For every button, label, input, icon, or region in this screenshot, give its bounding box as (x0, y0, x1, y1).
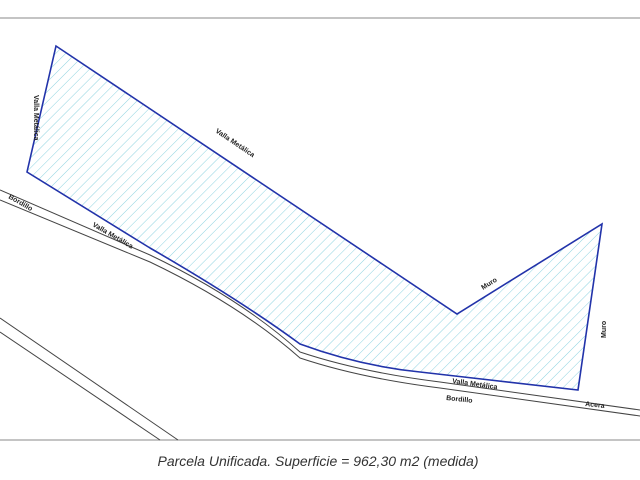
curb-label: Bordillo (446, 395, 473, 405)
fence-label: Valla Metálica (214, 128, 256, 159)
curb-line (0, 189, 640, 411)
fence-label: Valla Metálica (32, 95, 39, 141)
caption: Parcela Unificada. Superficie = 962,30 m… (157, 453, 478, 469)
wall-label: Muro (601, 321, 608, 338)
curb-line (0, 199, 640, 417)
parcel (26, 44, 604, 391)
street-line (0, 331, 161, 441)
street-line (0, 317, 179, 441)
curb-label: Bordillo (7, 194, 33, 213)
sidewalk-label: Acera (585, 401, 605, 410)
